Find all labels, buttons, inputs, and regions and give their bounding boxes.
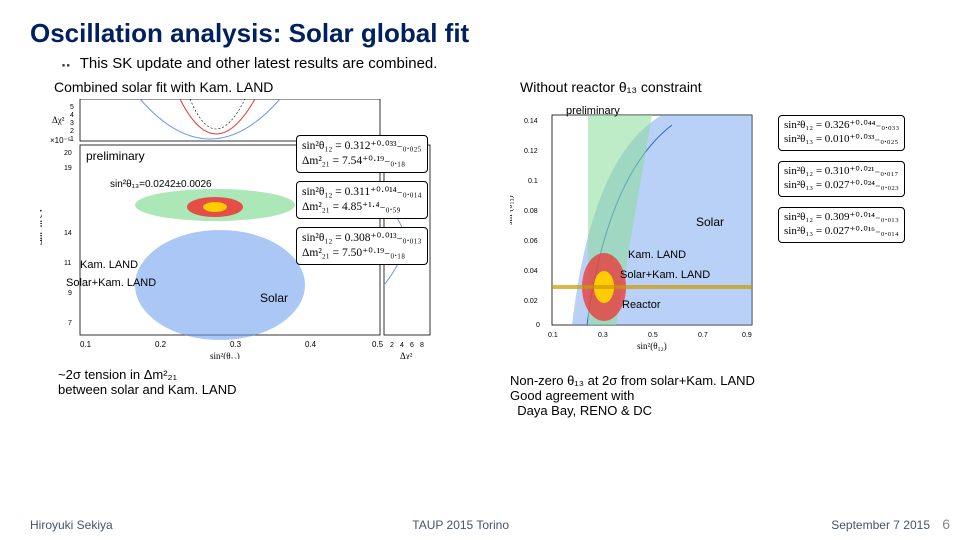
content-area: Combined solar fit with Kam. LAND Δχ² 5 … xyxy=(30,79,930,479)
right-note-l2: Good agreement with xyxy=(510,388,960,403)
left-preliminary: preliminary xyxy=(86,149,145,163)
svg-text:2: 2 xyxy=(70,128,74,135)
footer-center: TAUP 2015 Torino xyxy=(412,518,509,532)
svg-text:4: 4 xyxy=(400,342,404,349)
svg-text:6: 6 xyxy=(410,342,414,349)
svg-text:0.08: 0.08 xyxy=(524,208,538,215)
svg-text:Δχ²: Δχ² xyxy=(400,351,413,359)
footer-right: September 7 2015 xyxy=(831,518,930,532)
svg-text:0.7: 0.7 xyxy=(698,332,708,339)
page-number: 6 xyxy=(942,516,950,532)
svg-text:0.02: 0.02 xyxy=(524,298,538,305)
svg-text:7: 7 xyxy=(68,320,72,327)
svg-text:3: 3 xyxy=(70,120,74,127)
svg-text:0.3: 0.3 xyxy=(598,332,608,339)
svg-text:19: 19 xyxy=(64,165,72,172)
page-title: Oscillation analysis: Solar global fit xyxy=(30,18,930,49)
svg-text:0.5: 0.5 xyxy=(648,332,658,339)
rbm-l2: Δm²₂₁ = 4.85⁺¹·⁴₋₀.₅₉ xyxy=(302,200,422,215)
svg-text:20: 20 xyxy=(64,150,72,157)
right-note-l1: Non-zero θ₁₃ at 2σ from solar+Kam. LAND xyxy=(510,373,960,388)
rr3-l1: sin²θ₁₂ = 0.309⁺⁰·⁰¹⁴₋₀.₀₁₃ xyxy=(784,211,899,225)
footer: Hiroyuki Sekiya TAUP 2015 Torino Septemb… xyxy=(0,518,960,532)
svg-text:0.9: 0.9 xyxy=(742,332,752,339)
right-result-box-1: sin²θ₁₂ = 0.326⁺⁰·⁰⁴⁴₋₀.₀₃₃ sin²θ₁₃ = 0.… xyxy=(778,115,905,151)
right-plot-wrap: 0.14 0.12 0.1 0.08 0.06 0.04 0.02 0 sin²… xyxy=(510,99,940,369)
right-note-l3: Daya Bay, RENO & DC xyxy=(510,403,960,418)
svg-text:Δm² in eV²: Δm² in eV² xyxy=(40,205,44,245)
svg-text:Δχ²: Δχ² xyxy=(52,115,65,125)
rr1-l1: sin²θ₁₂ = 0.326⁺⁰·⁰⁴⁴₋₀.₀₃₃ xyxy=(784,119,899,133)
rbt-l1: sin²θ₁₂ = 0.312⁺⁰·⁰³³₋₀.₀₂₅ xyxy=(302,139,422,154)
svg-text:0.06: 0.06 xyxy=(524,238,538,245)
right-bottom-note: Non-zero θ₁₃ at 2σ from solar+Kam. LAND … xyxy=(510,373,960,418)
svg-text:8: 8 xyxy=(420,342,424,349)
svg-text:sin²(θ₁₃): sin²(θ₁₃) xyxy=(510,195,514,225)
right-reactor-label: Reactor xyxy=(622,299,661,311)
rbb-l1: sin²θ₁₂ = 0.308⁺⁰·⁰¹³₋₀.₀₁₃ xyxy=(302,231,422,246)
right-column: Without reactor θ₁₃ constraint 0.14 0.12… xyxy=(510,79,960,418)
rr2-l1: sin²θ₁₂ = 0.310⁺⁰·⁰²¹₋₀.₀₁₇ xyxy=(784,165,899,179)
left-note-l1: ~2σ tension in Δm²₂₁ xyxy=(58,367,500,382)
svg-text:0.14: 0.14 xyxy=(524,118,538,125)
svg-text:9: 9 xyxy=(68,290,72,297)
left-solar-kamland-label: Solar+Kam. LAND xyxy=(66,277,156,289)
svg-text:0.5: 0.5 xyxy=(372,340,384,349)
svg-text:11: 11 xyxy=(64,260,71,267)
rr2-l2: sin²θ₁₃ = 0.027⁺⁰·⁰²⁴₋₀.₀₂₃ xyxy=(784,179,899,193)
right-heading: Without reactor θ₁₃ constraint xyxy=(520,79,960,95)
rbm-l1: sin²θ₁₂ = 0.311⁺⁰·⁰¹⁴₋₀.₀₁₄ xyxy=(302,185,422,200)
svg-text:sin²(θ₁₂): sin²(θ₁₂) xyxy=(210,351,240,359)
left-kamland-label: Kam. LAND xyxy=(80,259,138,271)
svg-text:0: 0 xyxy=(536,322,540,329)
svg-text:×10⁻⁵: ×10⁻⁵ xyxy=(50,136,71,145)
right-kamland-label: Kam. LAND xyxy=(628,249,686,261)
svg-text:0.12: 0.12 xyxy=(524,148,538,155)
svg-text:0.4: 0.4 xyxy=(305,340,317,349)
left-result-box-top: sin²θ₁₂ = 0.312⁺⁰·⁰³³₋₀.₀₂₅ Δm²₂₁ = 7.54… xyxy=(296,135,428,173)
rr3-l2: sin²θ₁₃ = 0.027⁺⁰·⁰¹⁶₋₀.₀₁₄ xyxy=(784,225,899,239)
svg-text:5: 5 xyxy=(70,104,74,111)
svg-text:0.1: 0.1 xyxy=(548,332,558,339)
right-preliminary: preliminary xyxy=(566,105,620,117)
left-column: Combined solar fit with Kam. LAND Δχ² 5 … xyxy=(30,79,500,397)
svg-text:0.1: 0.1 xyxy=(528,178,538,185)
left-bottom-note: ~2σ tension in Δm²₂₁ between solar and K… xyxy=(58,367,500,397)
rbb-l2: Δm²₂₁ = 7.50⁺⁰·¹⁹₋₀.₁₈ xyxy=(302,246,422,261)
svg-text:0.04: 0.04 xyxy=(524,268,538,275)
right-solar-kamland-label: Solar+Kam. LAND xyxy=(620,269,710,281)
svg-text:0.1: 0.1 xyxy=(80,340,92,349)
subtitle-row: ⠤ This SK update and other latest result… xyxy=(60,53,930,73)
svg-text:sin²(θ₁₂): sin²(θ₁₂) xyxy=(637,341,667,351)
left-heading: Combined solar fit with Kam. LAND xyxy=(54,79,500,95)
subtitle-text: This SK update and other latest results … xyxy=(80,55,438,72)
bullet-icon: ⠤ xyxy=(60,53,72,73)
rbt-l2: Δm²₂₁ = 7.54⁺⁰·¹⁹₋₀.₁₈ xyxy=(302,154,422,169)
right-plot: 0.14 0.12 0.1 0.08 0.06 0.04 0.02 0 sin²… xyxy=(510,99,770,359)
svg-text:14: 14 xyxy=(64,230,72,237)
left-sin2theta13: sin²θ₁₃=0.0242±0.0026 xyxy=(110,179,212,190)
left-solar-label: Solar xyxy=(260,291,288,305)
footer-left: Hiroyuki Sekiya xyxy=(30,518,113,532)
right-solar-label: Solar xyxy=(696,215,724,229)
left-result-box-bot: sin²θ₁₂ = 0.308⁺⁰·⁰¹³₋₀.₀₁₃ Δm²₂₁ = 7.50… xyxy=(296,227,428,265)
svg-text:0.3: 0.3 xyxy=(230,340,242,349)
svg-text:4: 4 xyxy=(70,112,74,119)
right-plot-svg: 0.14 0.12 0.1 0.08 0.06 0.04 0.02 0 sin²… xyxy=(510,99,770,359)
right-result-box-3: sin²θ₁₂ = 0.309⁺⁰·⁰¹⁴₋₀.₀₁₃ sin²θ₁₃ = 0.… xyxy=(778,207,905,243)
left-note-l2: between solar and Kam. LAND xyxy=(58,382,500,397)
left-result-box-mid: sin²θ₁₂ = 0.311⁺⁰·⁰¹⁴₋₀.₀₁₄ Δm²₂₁ = 4.85… xyxy=(296,181,428,219)
svg-text:2: 2 xyxy=(390,342,394,349)
rr1-l2: sin²θ₁₃ = 0.010⁺⁰·⁰³³₋₀.₀₂₅ xyxy=(784,133,899,147)
left-plot: Δχ² 5 4 3 2 1 ×10 xyxy=(40,99,440,359)
right-result-box-2: sin²θ₁₂ = 0.310⁺⁰·⁰²¹₋₀.₀₁₇ sin²θ₁₃ = 0.… xyxy=(778,161,905,197)
svg-text:0.2: 0.2 xyxy=(155,340,167,349)
